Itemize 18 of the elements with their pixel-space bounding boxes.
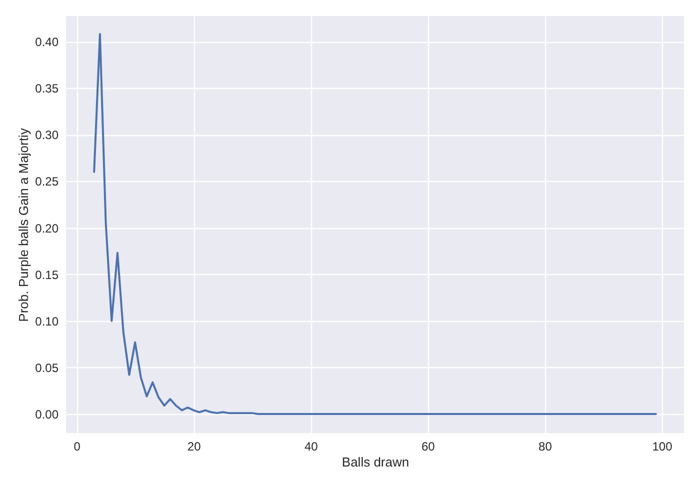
x-axis-title: Balls drawn [342,454,410,470]
y-tick-label: 0.30 [35,128,59,142]
y-axis-title: Prob. Purple balls Gain a Majortiy [16,128,32,322]
y-tick-label: 0.25 [35,174,59,189]
x-tick-label: 0 [74,440,81,454]
y-tick-label: 0.10 [35,314,59,328]
y-tick-label: 0.00 [35,408,59,422]
y-tick-label: 0.05 [35,360,59,375]
y-tick-label: 0.15 [35,268,59,282]
x-tick-label: 40 [304,440,318,454]
line-series [93,33,657,416]
x-tick-label: 60 [421,440,436,454]
x-tick-label: 20 [187,440,202,454]
y-tick-label: 0.40 [35,35,59,50]
y-tick-label: 0.20 [35,221,59,236]
x-tick-label: 80 [538,440,552,454]
y-tick-label: 0.35 [35,82,59,96]
x-tick-label: 100 [652,440,673,454]
